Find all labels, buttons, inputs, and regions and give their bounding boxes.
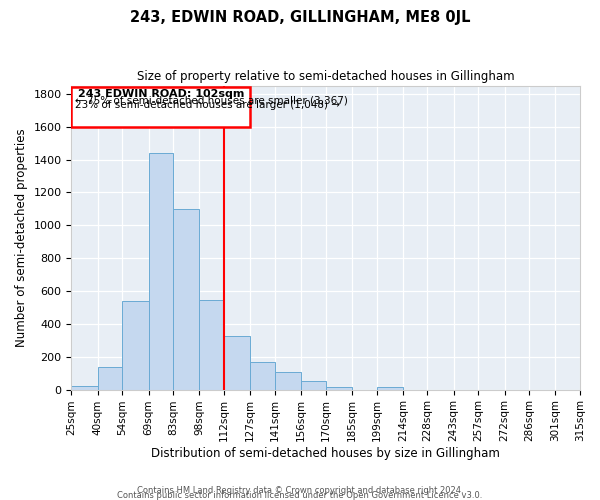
Bar [71, 386, 98, 390]
Text: ← 75% of semi-detached houses are smaller (3,367): ← 75% of semi-detached houses are smalle… [75, 96, 348, 106]
Text: Contains public sector information licensed under the Open Government Licence v3: Contains public sector information licen… [118, 491, 482, 500]
Bar [224, 336, 250, 390]
Bar [71, 87, 250, 126]
Y-axis label: Number of semi-detached properties: Number of semi-detached properties [15, 128, 28, 347]
Bar [275, 372, 301, 390]
Text: Contains HM Land Registry data © Crown copyright and database right 2024.: Contains HM Land Registry data © Crown c… [137, 486, 463, 495]
Bar [122, 301, 149, 390]
Text: 243 EDWIN ROAD: 102sqm: 243 EDWIN ROAD: 102sqm [77, 89, 244, 99]
X-axis label: Distribution of semi-detached houses by size in Gillingham: Distribution of semi-detached houses by … [151, 447, 500, 460]
Text: 243, EDWIN ROAD, GILLINGHAM, ME8 0JL: 243, EDWIN ROAD, GILLINGHAM, ME8 0JL [130, 10, 470, 25]
Bar [173, 209, 199, 390]
Bar [301, 380, 326, 390]
Bar [149, 153, 173, 390]
Text: 23% of semi-detached houses are larger (1,048) →: 23% of semi-detached houses are larger (… [75, 100, 340, 110]
Bar [98, 366, 122, 390]
Bar [326, 387, 352, 390]
Bar [250, 362, 275, 390]
Bar [199, 300, 224, 390]
Title: Size of property relative to semi-detached houses in Gillingham: Size of property relative to semi-detach… [137, 70, 515, 83]
Bar [377, 387, 403, 390]
